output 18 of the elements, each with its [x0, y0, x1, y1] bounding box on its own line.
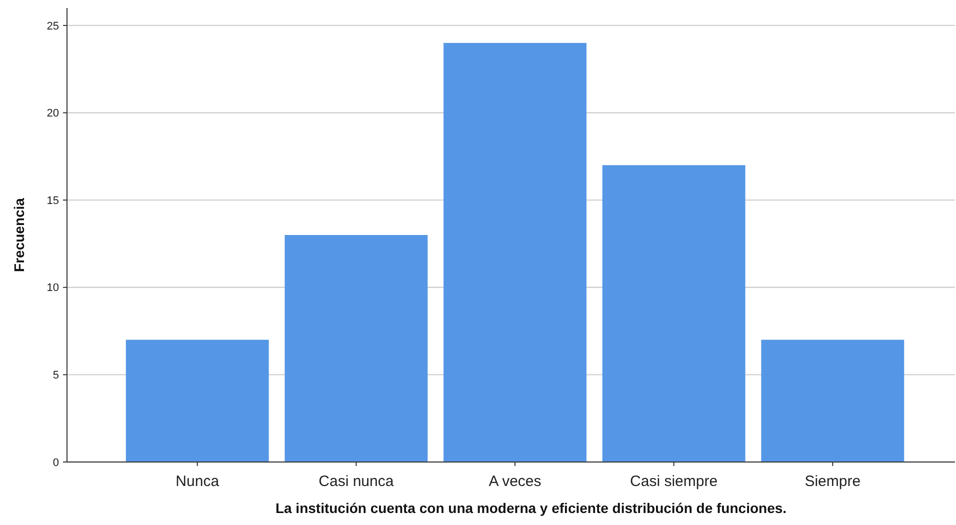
x-tick-label: A veces: [488, 473, 542, 490]
y-axis-title: Frecuencia: [11, 198, 27, 272]
y-tick-label: 15: [46, 194, 59, 207]
y-tick-label: 10: [46, 282, 59, 294]
y-tick-label: 25: [46, 20, 59, 32]
y-tick-label: 5: [52, 370, 59, 382]
bar: [126, 340, 269, 462]
bar: [602, 165, 746, 462]
x-tick-label: Siempre: [804, 473, 861, 490]
x-tick-label: Casi nunca: [318, 473, 394, 490]
bar: [284, 235, 428, 462]
y-tick-label: 0: [52, 456, 59, 469]
bar: [444, 42, 586, 462]
bar: [761, 340, 904, 462]
x-axis-title: La institución cuenta con una moderna y eficiente distribución de funciones.: [275, 500, 787, 516]
y-tick-label: 20: [46, 108, 59, 120]
x-tick-label: Casi siempre: [630, 473, 718, 490]
x-tick-label: Nunca: [176, 473, 220, 490]
